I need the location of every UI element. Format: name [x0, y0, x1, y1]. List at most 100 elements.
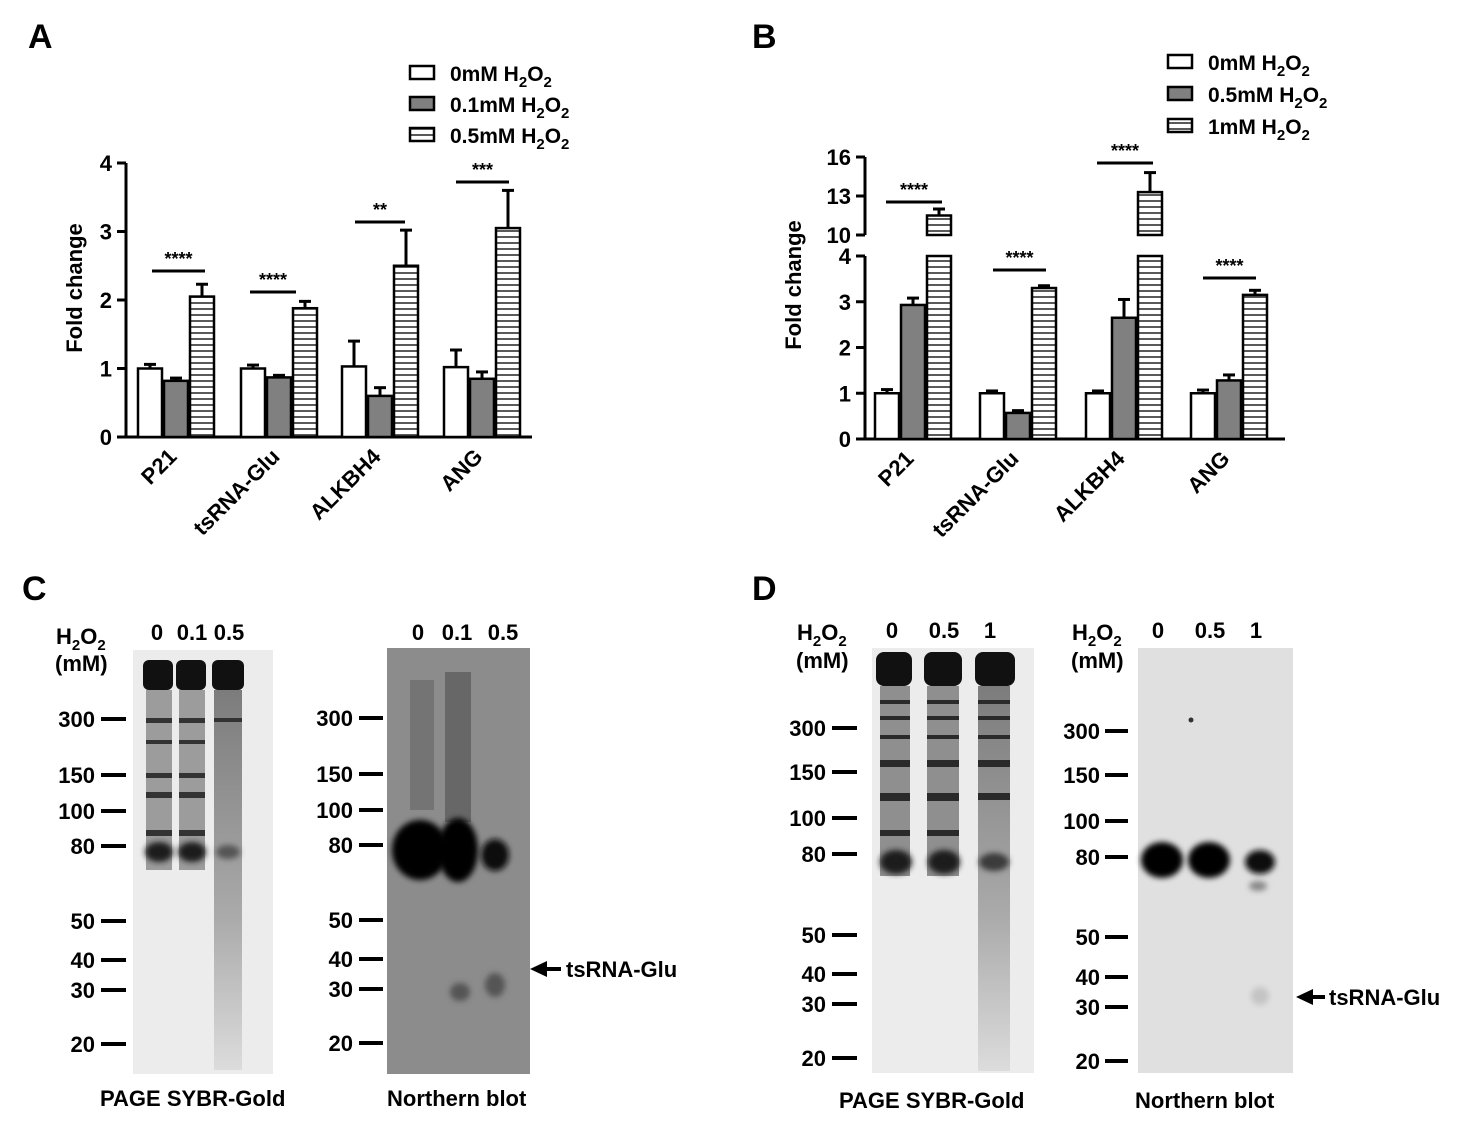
- gel-c-northern-lane-2: 0.1: [442, 620, 473, 645]
- gel-d-h2o2-label-2: H2O2: [1072, 620, 1122, 650]
- chart-a-bar-0-0: [136, 367, 164, 439]
- chart-b-bar-3-2: [1241, 293, 1269, 441]
- gel-d-sybr-marker-label-2: 100: [789, 806, 826, 831]
- chart-a-bar-3-0: [442, 365, 470, 439]
- gel-d-unit-label-2: (mM): [1071, 648, 1124, 673]
- gel-d-sybr-marker-label-3: 80: [802, 842, 826, 867]
- gel-d-arrow: [1296, 989, 1325, 1005]
- gel-c-sybr-marker-label-2: 100: [58, 799, 95, 824]
- gel-c-sybr-marker-label-3: 80: [71, 834, 95, 859]
- chart-b-ytick-label-3: 3: [839, 290, 851, 315]
- gel-c-sybr-lane-2: 0.1: [177, 620, 208, 645]
- chart-b-bar-upper-2-2: [1136, 190, 1164, 237]
- gel-c-unit-label: (mM): [55, 651, 108, 676]
- gel-c-northern-image: [387, 648, 530, 1074]
- gel-d-sybr-marker-label-4: 50: [802, 923, 826, 948]
- chart-a-ytick-label-2: 2: [100, 288, 112, 313]
- gel-d-h2o2-label-1: H2O2: [797, 620, 847, 650]
- chart-b-ytick-label-1: 1: [839, 381, 851, 406]
- gel-c-northern-marker-label-3: 80: [329, 833, 353, 858]
- chart-a-bar-2-1: [366, 394, 394, 439]
- gel-c-sybr-marker-label-1: 150: [58, 763, 95, 788]
- chart-a-category-label-0: P21: [136, 444, 181, 489]
- chart-b-category-label-0: P21: [873, 446, 918, 491]
- gel-c-northern-marker-label-1: 150: [316, 762, 353, 787]
- gel-c-northern-marker-label-6: 30: [329, 977, 353, 1002]
- gel-d-unit-label-1: (mM): [796, 648, 849, 673]
- chart-a-bar-1-1: [265, 376, 293, 439]
- chart-a-bar-3-1: [468, 377, 496, 439]
- gel-d-northern-marker-label-5: 40: [1076, 965, 1100, 990]
- chart-b-bar-0-0: [873, 392, 901, 441]
- chart-b-bar-2-0: [1084, 392, 1112, 441]
- chart-b-bar-3-0: [1189, 392, 1217, 441]
- gel-c-h2o2-label: H2O2: [56, 624, 106, 654]
- chart-a-ytick-label-1: 1: [100, 357, 112, 382]
- gel-c-sybr-lane-1: 0: [151, 620, 163, 645]
- gel-d-northern-marker-label-3: 80: [1076, 845, 1100, 870]
- chart-b-sig-stars-1: ****: [1005, 248, 1033, 268]
- gel-c-arrow: [530, 961, 561, 977]
- gel-d-sybr-marker-label-7: 20: [802, 1046, 826, 1071]
- legend-a-label-0: 0mM H2O2: [450, 63, 552, 91]
- legend-b-swatch-2: [1166, 117, 1194, 134]
- chart-a-category-label-3: ANG: [435, 444, 487, 496]
- gel-d-sybr-caption: PAGE SYBR-Gold: [839, 1088, 1024, 1113]
- chart-a-ytick-label-0: 0: [100, 425, 112, 450]
- legend-a-swatch-1: [408, 95, 436, 112]
- gel-c-northern-marker-label-4: 50: [329, 908, 353, 933]
- gel-d-northern-marker-label-6: 30: [1076, 995, 1100, 1020]
- chart-b-category-label-2: ALKBH4: [1049, 445, 1130, 526]
- panel-letter-d: D: [752, 570, 777, 608]
- gel-d-northern-lane-2: 0.5: [1195, 618, 1226, 643]
- gel-d-sybr-markers: 300 150 100 80 50 40 30 20: [789, 716, 857, 1071]
- chart-a-category-label-2: ALKBH4: [305, 443, 386, 524]
- gel-c-sybr-caption: PAGE SYBR-Gold: [100, 1086, 285, 1111]
- chart-a-bar-1-0: [239, 367, 267, 439]
- gel-d-sybr-marker-label-5: 40: [802, 962, 826, 987]
- chart-a-sig-stars-2: **: [373, 200, 387, 220]
- gel-c-sybr-marker-label-7: 20: [71, 1032, 95, 1057]
- chart-b-bar-upper-0-2: [925, 214, 953, 237]
- gel-d-sybr-lane-2: 0.5: [929, 618, 960, 643]
- chart-b-category-label-1: tsRNA-Glu: [927, 446, 1023, 542]
- chart-a-bar-1-2: [291, 306, 319, 439]
- gel-c-sybr-marker-label-6: 30: [71, 978, 95, 1003]
- panel-letter-c: C: [22, 570, 47, 608]
- gel-d-northern-marker-label-2: 100: [1063, 809, 1100, 834]
- gel-d-northern-lane-1: 0: [1152, 618, 1164, 643]
- chart-b-ytick-label-5: 10: [827, 223, 851, 248]
- chart-b-sig-stars-0: ****: [900, 180, 928, 200]
- chart-a-ylabel: Fold change: [62, 223, 87, 353]
- legend-b-label-0: 0mM H2O2: [1208, 52, 1310, 80]
- gel-c-northern-marker-label-7: 20: [329, 1031, 353, 1056]
- gel-d-northern-marker-label-1: 150: [1063, 763, 1100, 788]
- chart-b-bar-1-1: [1004, 411, 1032, 441]
- legend-b-label-2: 1mM H2O2: [1208, 116, 1310, 144]
- gel-d-sybr-marker-label-1: 150: [789, 760, 826, 785]
- gel-d-northern-marker-label-0: 300: [1063, 719, 1100, 744]
- gel-c-arrow-label: tsRNA-Glu: [566, 957, 677, 982]
- gel-d-sybr-marker-label-0: 300: [789, 716, 826, 741]
- chart-b-ytick-label-2: 2: [839, 336, 851, 361]
- chart-a-category-label-1: tsRNA-Glu: [188, 444, 284, 540]
- gel-d-northern-caption: Northern blot: [1135, 1088, 1275, 1113]
- chart-b-bar-3-1: [1215, 379, 1243, 441]
- legend-a-swatch-0: [408, 64, 436, 81]
- gel-c-northern-marker-label-5: 40: [329, 947, 353, 972]
- legend-b-label-1: 0.5mM H2O2: [1208, 84, 1327, 112]
- chart-b-sig-stars-2: ****: [1111, 141, 1139, 161]
- gel-c-sybr-marker-label-5: 40: [71, 948, 95, 973]
- chart-b-ylabel: Fold change: [781, 220, 806, 350]
- gel-c-northern-marker-label-2: 100: [316, 798, 353, 823]
- legend-a-label-1: 0.1mM H2O2: [450, 94, 569, 122]
- chart-b-bar-1-2: [1030, 286, 1058, 441]
- chart-b-bar-lower-2-2: [1136, 254, 1164, 441]
- chart-b-category-label-3: ANG: [1182, 446, 1234, 498]
- gel-c-northern-lane-3: 0.5: [488, 620, 519, 645]
- panel-letter-b: B: [752, 18, 777, 56]
- gel-d-northern-marker-label-7: 20: [1076, 1049, 1100, 1074]
- gel-d-sybr-marker-label-6: 30: [802, 992, 826, 1017]
- gel-c-sybr-markers: 300 150 100 80 50 40 30 20: [58, 707, 126, 1057]
